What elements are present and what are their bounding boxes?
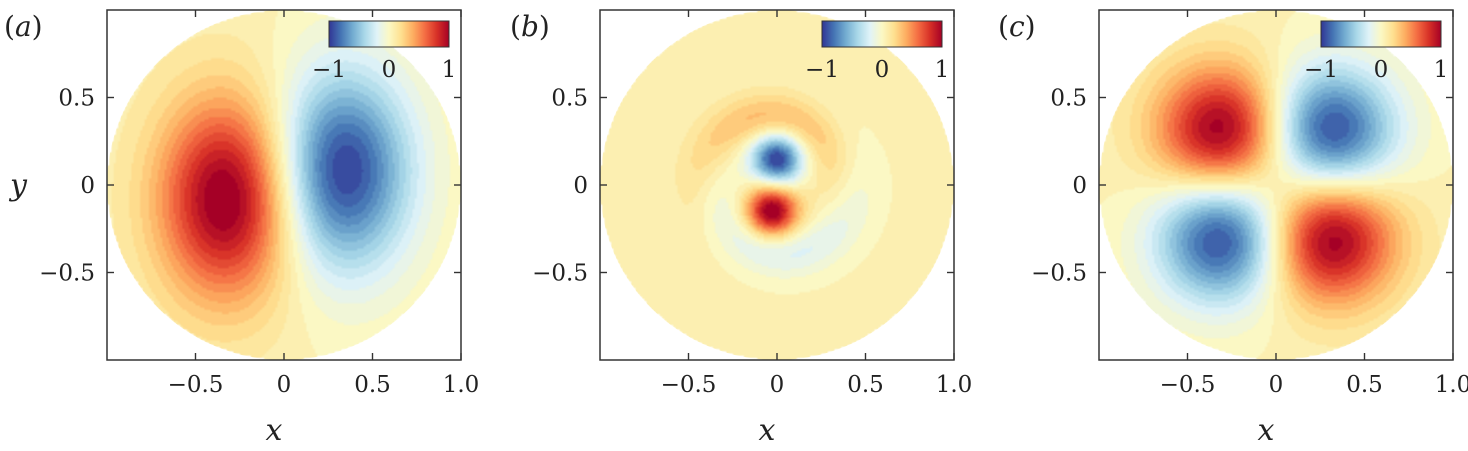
field-contour-image [1099, 10, 1453, 360]
colorbar-tick-label: 1 [1434, 57, 1449, 83]
panel-c: −0.5 0 0.5 1.0 0.5 0 −0.5 x (c) −1 0 1 [998, 9, 1468, 448]
y-axis-label: y [8, 168, 28, 203]
colorbar-tick-label: 0 [1374, 57, 1389, 83]
y-tick-label: −0.5 [39, 261, 95, 287]
x-tick-label: −0.5 [1160, 372, 1216, 398]
colorbar [328, 20, 450, 48]
x-tick-label: 0.5 [847, 372, 884, 398]
x-tick-label: 0 [1269, 372, 1284, 398]
x-tick-label: 0.5 [1346, 372, 1383, 398]
y-tick-label: 0 [1072, 173, 1087, 199]
panel-a: −0.5 0 0.5 1.0 0.5 0 −0.5 x y (a) −1 0 1 [4, 9, 480, 448]
colorbar [821, 20, 943, 48]
panel-label: (b) [510, 10, 550, 43]
colorbar-tick-label: −1 [1304, 57, 1338, 83]
y-tick-label: 0 [573, 173, 588, 199]
y-tick-label: 0.5 [1050, 86, 1087, 112]
colorbar [1320, 20, 1442, 48]
panel-label: (a) [4, 10, 43, 43]
colorbar-tick-label: 1 [935, 57, 950, 83]
x-tick-label: 0.5 [354, 372, 391, 398]
y-tick-label: −0.5 [532, 261, 588, 287]
x-tick-label: −0.5 [168, 372, 224, 398]
x-tick-label: 1.0 [443, 372, 480, 398]
colorbar-tick-label: −1 [312, 57, 346, 83]
x-tick-label: 0 [277, 372, 292, 398]
x-tick-label: 1.0 [936, 372, 973, 398]
y-tick-label: 0.5 [551, 86, 588, 112]
x-axis-label: x [1258, 413, 1275, 448]
x-tick-label: 1.0 [1435, 372, 1468, 398]
y-tick-label: 0.5 [58, 86, 95, 112]
x-axis-label: x [759, 413, 776, 448]
y-tick-label: 0 [80, 173, 95, 199]
panel-b: −0.5 0 0.5 1.0 0.5 0 −0.5 x (b) −1 0 1 [510, 9, 973, 448]
x-tick-label: 0 [770, 372, 785, 398]
y-tick-label: −0.5 [1031, 261, 1087, 287]
panel-label: (c) [998, 10, 1036, 43]
colorbar-tick-label: 0 [382, 57, 397, 83]
colorbar-tick-label: 1 [442, 57, 457, 83]
field-contour-image [600, 10, 954, 360]
colorbar-tick-label: 0 [875, 57, 890, 83]
x-axis-label: x [266, 413, 283, 448]
field-contour-image [107, 10, 461, 360]
x-tick-label: −0.5 [661, 372, 717, 398]
colorbar-tick-label: −1 [805, 57, 839, 83]
